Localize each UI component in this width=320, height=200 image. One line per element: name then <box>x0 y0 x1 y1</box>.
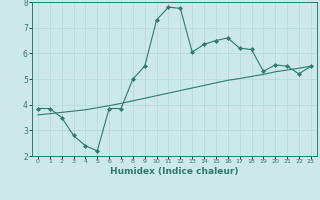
X-axis label: Humidex (Indice chaleur): Humidex (Indice chaleur) <box>110 167 239 176</box>
